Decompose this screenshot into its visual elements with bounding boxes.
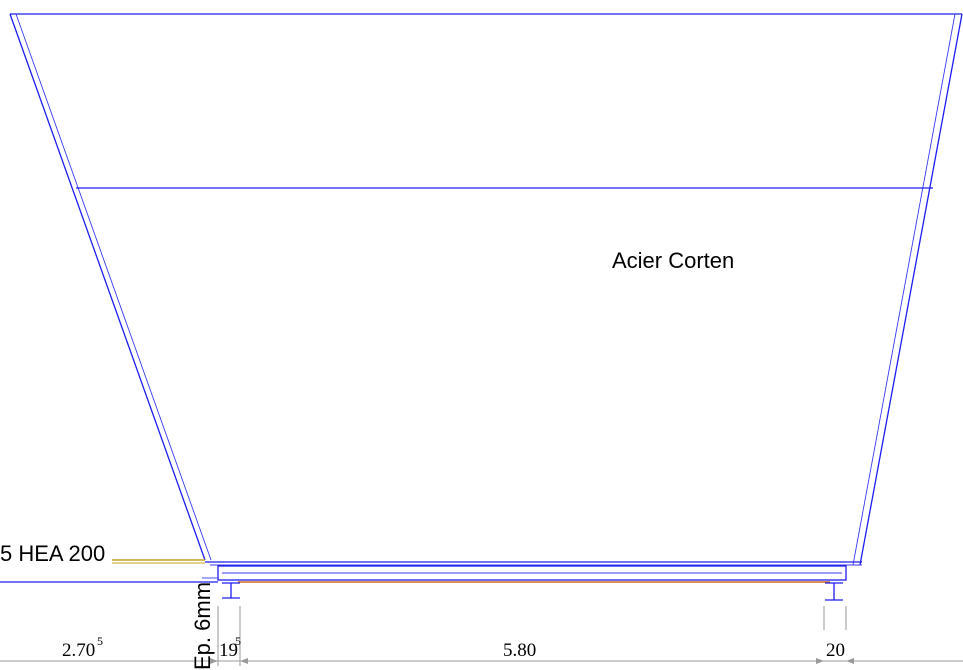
dimension-sup: 5 xyxy=(97,634,103,648)
right-wall-inner xyxy=(852,13,956,566)
hea-beam-left xyxy=(222,582,240,599)
dimension-1: 2.70 5 xyxy=(62,634,103,661)
beam-label: 5 HEA 200 xyxy=(0,541,105,566)
thickness-label: Ep. 6mm xyxy=(190,582,215,670)
dimension-2: 19 5 xyxy=(219,634,241,661)
dimension-value: 20 xyxy=(826,640,845,661)
dimension-lines xyxy=(0,606,963,666)
left-wall-outer xyxy=(9,13,206,561)
dimension-value: 19 xyxy=(219,640,238,661)
right-wall-outer xyxy=(859,13,963,566)
left-wall-inner xyxy=(15,13,212,561)
base-structure xyxy=(0,565,847,601)
beam-leader xyxy=(112,559,205,564)
material-label: Acier Corten xyxy=(612,248,734,273)
base-plate xyxy=(217,565,847,581)
dimension-value: 2.70 xyxy=(62,640,95,661)
dimension-4: 20 xyxy=(826,640,845,661)
dimension-value: 5.80 xyxy=(503,640,536,661)
dimension-3: 5.80 xyxy=(503,640,536,661)
hea-beam-right xyxy=(825,582,843,601)
dimension-sup: 5 xyxy=(235,634,241,648)
bin-outline xyxy=(9,13,963,566)
